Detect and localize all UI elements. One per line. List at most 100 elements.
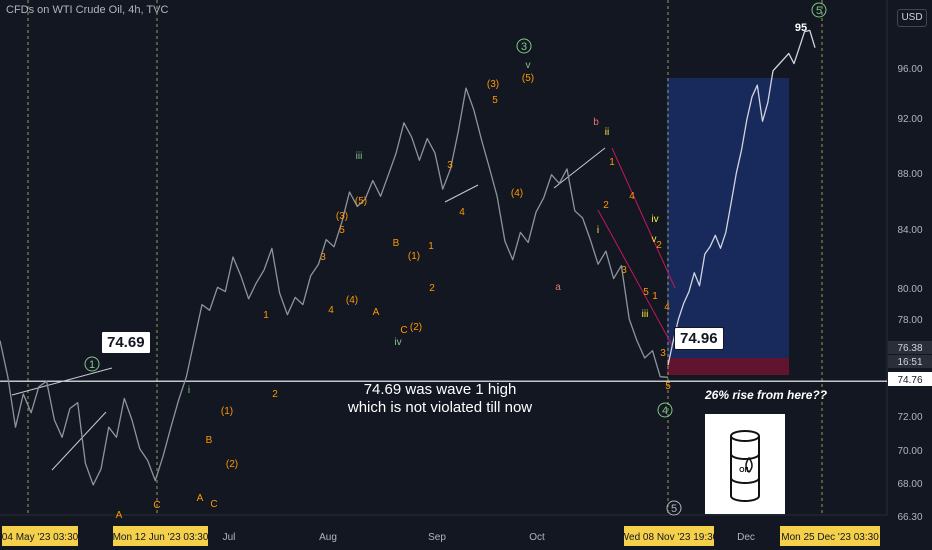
wave-5-bottom-circle bbox=[666, 500, 682, 516]
y-tick-9: 66.30 bbox=[897, 512, 922, 523]
y-tick-5: 78.00 bbox=[897, 315, 922, 326]
rise-question: 26% rise from here?? bbox=[705, 388, 828, 402]
y-tick-3: 84.00 bbox=[897, 225, 922, 236]
y-tick-1: 92.00 bbox=[897, 114, 922, 125]
peak-label: 95 bbox=[795, 22, 807, 34]
wave-note-line-1: 74.69 was wave 1 high bbox=[363, 381, 517, 398]
wave-label-10: 3 bbox=[320, 252, 326, 263]
wave-label-15: (5) bbox=[355, 196, 367, 207]
wave-label-6: (2) bbox=[226, 459, 238, 470]
price-series-line bbox=[0, 87, 669, 486]
wave-label-17: A bbox=[373, 307, 380, 318]
wave-label-26: 4 bbox=[459, 207, 465, 218]
oil-barrel-image: OIL bbox=[705, 414, 785, 514]
wave-label-32: b bbox=[593, 117, 599, 128]
wave-label-9: 2 bbox=[272, 389, 278, 400]
projection-series-line bbox=[667, 29, 816, 366]
wave-label-8: 1 bbox=[263, 310, 269, 321]
x-highlight-label-2: Wed 08 Nov '23 19:30 bbox=[620, 532, 719, 543]
oil-barrel-icon: OIL bbox=[730, 430, 760, 502]
wave-label-0: A bbox=[116, 510, 123, 521]
wave-label-45: 2 bbox=[656, 240, 662, 251]
wave-label-11: (3) bbox=[336, 211, 348, 222]
wave-label-36: iii bbox=[642, 309, 649, 320]
wave-label-24: iv bbox=[394, 337, 401, 348]
wave-label-43: 5 bbox=[643, 287, 649, 298]
wave-label-23: 2 bbox=[429, 283, 435, 294]
wave-label-44: 1 bbox=[652, 291, 658, 302]
y-tick-0: 96.00 bbox=[897, 64, 922, 75]
price-label-2: 74.76 bbox=[897, 375, 922, 386]
wave-3-circle-label: 3 bbox=[521, 41, 527, 53]
price-label-bg-1 bbox=[888, 355, 932, 368]
wave-5-circle bbox=[811, 2, 827, 18]
y-tick-6: 72.00 bbox=[897, 412, 922, 423]
wave-label-27: (3) bbox=[487, 79, 499, 90]
wave-label-4: C bbox=[210, 499, 217, 510]
x-tick-2: Sep bbox=[428, 532, 446, 543]
wave-label-48: 5 bbox=[665, 381, 671, 392]
wave-label-31: v bbox=[526, 60, 531, 71]
wave-label-5: (1) bbox=[221, 406, 233, 417]
wave-label-20: (2) bbox=[410, 322, 422, 333]
wave-label-29: (4) bbox=[511, 188, 523, 199]
y-tick-4: 80.00 bbox=[897, 284, 922, 295]
channel-lower bbox=[597, 209, 673, 346]
y-tick-8: 68.00 bbox=[897, 479, 922, 490]
wave-label-40: 2 bbox=[603, 200, 609, 211]
channel-upper bbox=[611, 147, 676, 289]
wave-5-bottom-circle-label: 5 bbox=[671, 503, 677, 515]
price-label-1: 16:51 bbox=[897, 357, 922, 368]
wave-label-19: C bbox=[400, 325, 407, 336]
wave-1-circle-label: 1 bbox=[89, 359, 95, 371]
trendline-1 bbox=[51, 411, 107, 471]
x-highlight-bg-1 bbox=[113, 526, 208, 546]
wave-label-30: (5) bbox=[522, 73, 534, 84]
x-tick-1: Aug bbox=[319, 532, 337, 543]
wave-4-circle bbox=[657, 402, 673, 418]
wave-label-14: 4 bbox=[328, 305, 334, 316]
wave-label-2: A bbox=[197, 493, 204, 504]
wave-label-3: B bbox=[206, 435, 213, 446]
trendline-2 bbox=[11, 367, 113, 396]
price-label-bg-0 bbox=[888, 341, 932, 354]
wave-label-47: 4 bbox=[664, 302, 670, 313]
wave1-high-bubble: 74.69 bbox=[101, 331, 151, 354]
wave-5-circle-label: 5 bbox=[816, 5, 822, 17]
barrel-label: OIL bbox=[739, 467, 751, 474]
currency-button[interactable]: USD bbox=[897, 9, 927, 27]
wave-note-line-2: which is not violated till now bbox=[347, 399, 533, 416]
price-label-bg-2 bbox=[888, 372, 932, 386]
x-highlight-label-3: Mon 25 Dec '23 03:30 bbox=[781, 532, 879, 543]
y-tick-7: 70.00 bbox=[897, 446, 922, 457]
stop-zone bbox=[667, 358, 789, 375]
wave-3-circle bbox=[516, 38, 532, 54]
x-highlight-bg-0 bbox=[2, 526, 78, 546]
wave-label-28: 5 bbox=[492, 95, 498, 106]
wave-note: 74.69 was wave 1 high which is not viola… bbox=[325, 381, 555, 417]
wave-label-22: 1 bbox=[428, 241, 434, 252]
current-price-bubble: 74.96 bbox=[674, 327, 724, 350]
x-tick-0: Jul bbox=[223, 532, 236, 543]
wave-label-21: (1) bbox=[408, 251, 420, 262]
wave-label-33: ii bbox=[605, 127, 609, 138]
x-highlight-bg-3 bbox=[780, 526, 880, 546]
wave-label-42: 4 bbox=[629, 191, 635, 202]
wave-label-25: 3 bbox=[447, 160, 453, 171]
wave-label-34: a bbox=[555, 282, 561, 293]
wave-label-46: 3 bbox=[660, 348, 666, 359]
wave-label-38: v bbox=[652, 234, 657, 245]
trendline-4 bbox=[444, 184, 479, 203]
wave-label-13: (4) bbox=[346, 295, 358, 306]
wave-1-circle bbox=[84, 356, 100, 372]
price-axis-panel bbox=[887, 0, 932, 550]
wave-label-41: 3 bbox=[621, 265, 627, 276]
wave-4-circle-label: 4 bbox=[662, 405, 668, 417]
x-tick-3: Oct bbox=[529, 532, 545, 543]
wave-label-1: C bbox=[153, 500, 160, 511]
wave-label-7: i bbox=[188, 385, 190, 396]
x-highlight-bg-2 bbox=[624, 526, 714, 546]
wave-label-16: iii bbox=[356, 151, 363, 162]
